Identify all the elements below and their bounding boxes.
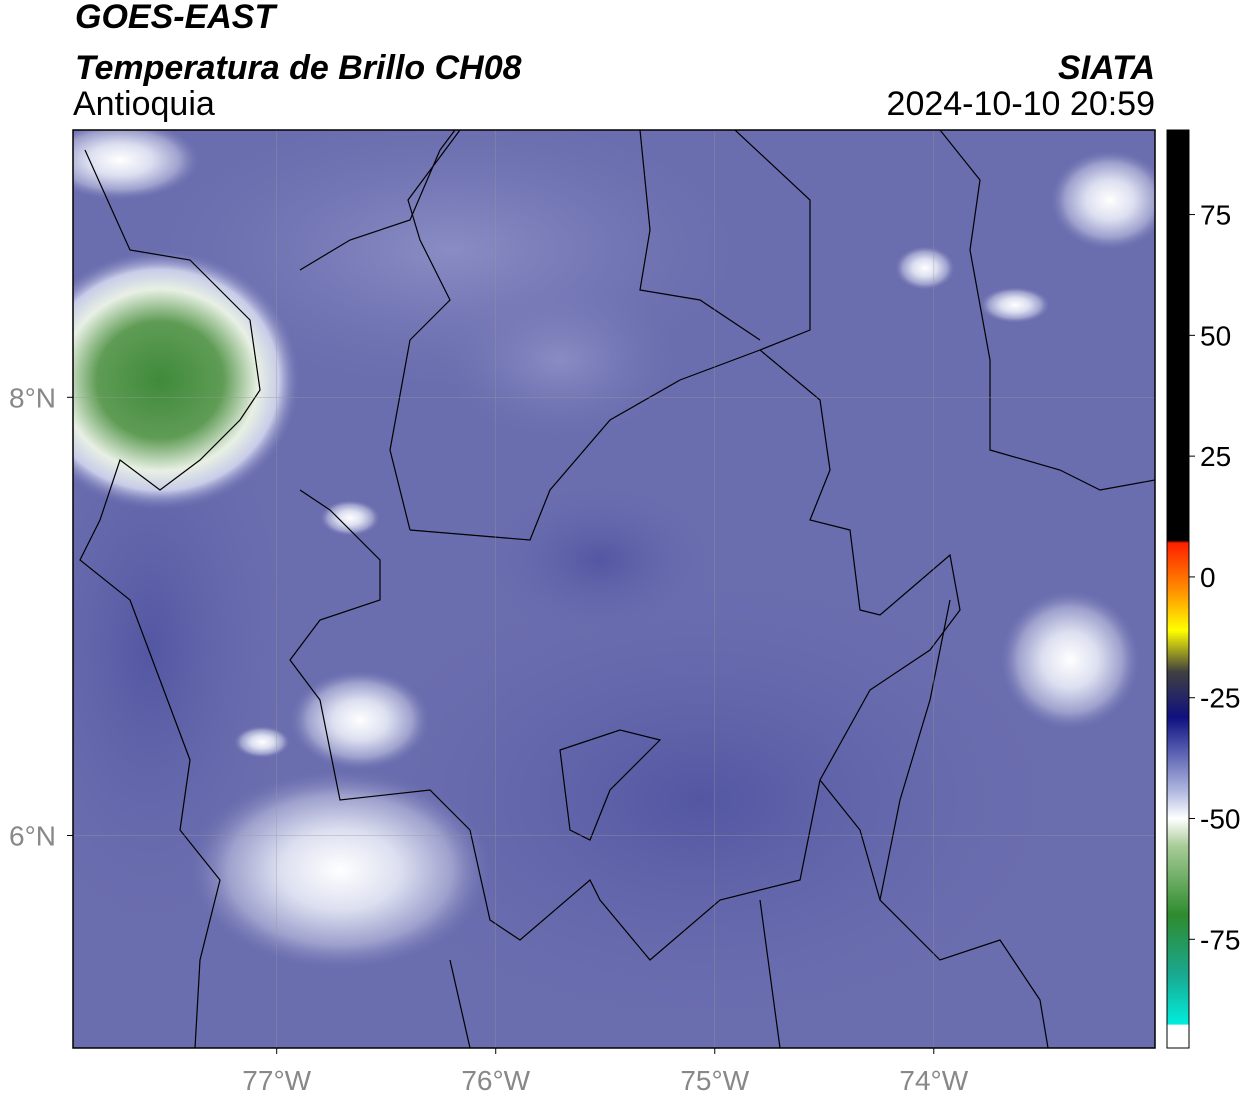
colorbar-tick-label: -75	[1200, 924, 1240, 955]
region: Antioquia	[73, 85, 215, 123]
map-image	[73, 130, 1155, 1048]
y-tick-label: 6°N	[9, 820, 56, 851]
colorbar-tick-label: 50	[1200, 320, 1231, 351]
colorbar-tick-label: -25	[1200, 683, 1240, 714]
x-tick-label: 77°W	[242, 1065, 311, 1096]
x-tick-label: 74°W	[899, 1065, 968, 1096]
colorbar-tick-label: -50	[1200, 804, 1240, 835]
x-tick-label: 75°W	[680, 1065, 749, 1096]
map-frame	[72, 129, 1156, 1049]
x-tick-label: 76°W	[461, 1065, 530, 1096]
colorbar-tick-label: 75	[1200, 200, 1231, 231]
colorbar-tick-label: 25	[1200, 441, 1231, 472]
colorbar-tick-label: 0	[1200, 562, 1216, 593]
title: Temperatura de Brillo CH08	[75, 49, 522, 87]
colorbar	[1166, 129, 1190, 1049]
timestamp: 2024-10-10 20:59	[887, 85, 1155, 123]
source: SIATA	[1058, 49, 1155, 87]
satellite: GOES-EAST	[75, 0, 278, 36]
y-tick-label: 8°N	[9, 382, 56, 413]
